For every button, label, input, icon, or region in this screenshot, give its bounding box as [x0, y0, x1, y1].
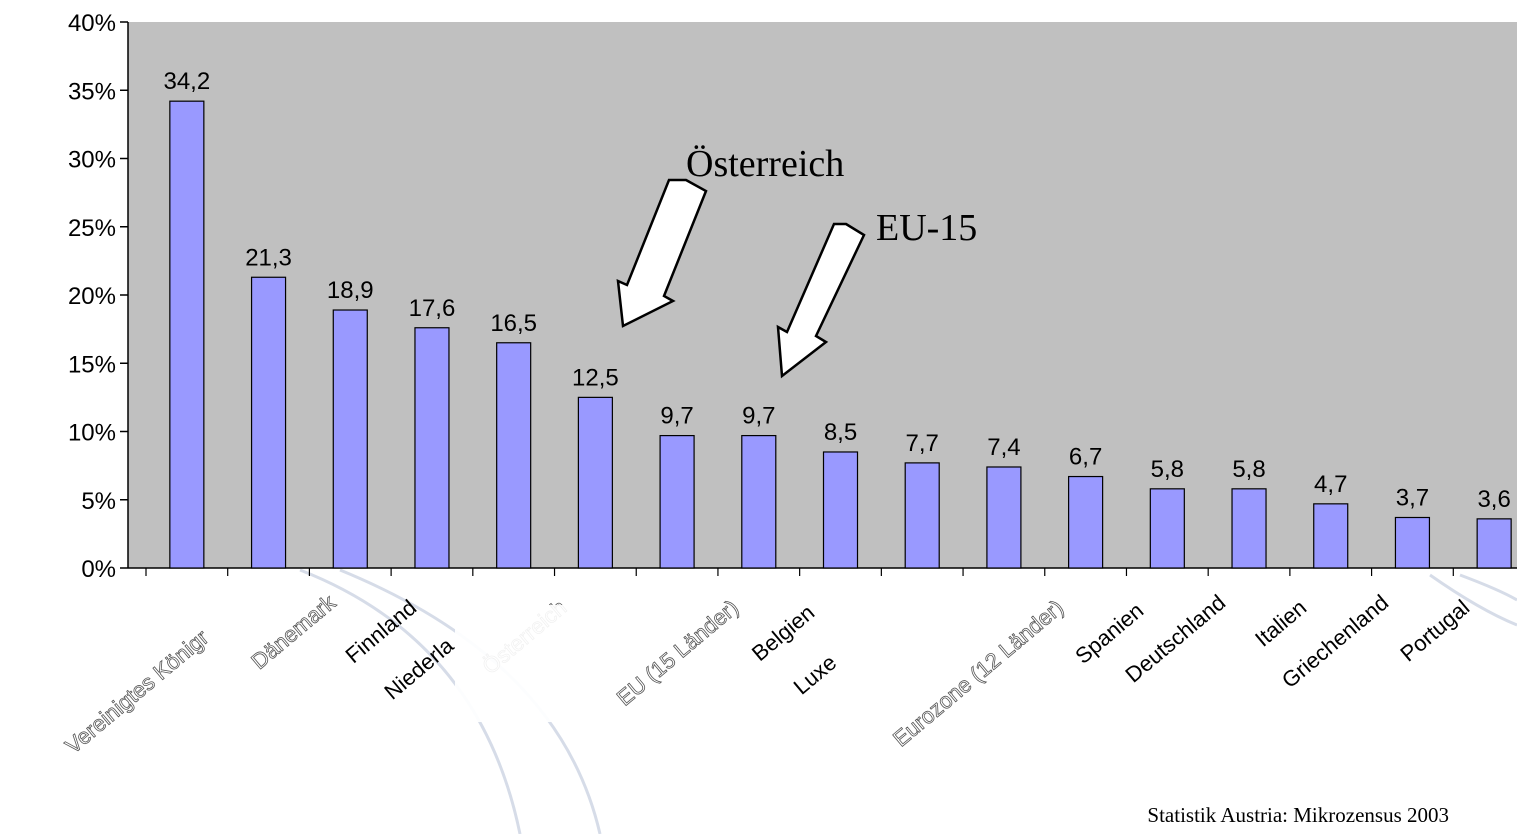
- bar: [1394, 516, 1431, 569]
- bar: [904, 462, 940, 569]
- bar: [577, 396, 613, 569]
- bar: [822, 451, 859, 569]
- data-label: 7,7: [906, 430, 939, 457]
- category-label: Portugal: [1395, 595, 1474, 667]
- annotation-text-eu15: EU-15: [876, 207, 977, 249]
- data-label: 3,6: [1477, 486, 1510, 513]
- bar: [496, 342, 532, 569]
- y-tick-label: 0%: [81, 556, 116, 583]
- data-label: 5,8: [1151, 456, 1184, 483]
- annotation-text-oesterreich: Österreich: [686, 143, 844, 185]
- data-label: 18,9: [327, 277, 374, 304]
- category-label: Eurozone (12 Länder): [888, 595, 1068, 752]
- category-label: Dänemark: [246, 589, 341, 674]
- data-label: 16,5: [490, 310, 537, 337]
- bar: [1313, 503, 1349, 569]
- bars: [169, 100, 1512, 569]
- data-label: 21,3: [245, 244, 292, 271]
- data-label: 9,7: [660, 403, 693, 430]
- y-tick-label: 5%: [81, 488, 116, 515]
- category-label: Vereinigtes Königr: [60, 625, 213, 759]
- y-tick-label: 35%: [68, 78, 116, 105]
- category-label: EU (15 Länder): [612, 595, 743, 711]
- source-note: Statistik Austria: Mikrozensus 2003: [1147, 803, 1449, 827]
- category-label: Italien: [1250, 595, 1311, 652]
- x-axis: [128, 567, 1517, 576]
- data-label: 34,2: [163, 68, 210, 95]
- data-label: 9,7: [742, 403, 775, 430]
- y-tick-label: 40%: [68, 10, 116, 37]
- bar: [986, 466, 1022, 569]
- bar: [250, 276, 287, 569]
- data-label: 7,4: [987, 434, 1020, 461]
- bar: [1231, 488, 1267, 569]
- category-labels: Vereinigtes Königr Dänemark FinnlandNieder…: [60, 589, 1474, 759]
- data-label: 8,5: [824, 419, 857, 446]
- data-label: 3,7: [1396, 484, 1429, 511]
- data-label: 4,7: [1314, 471, 1347, 498]
- category-label: Finnland: [340, 595, 421, 668]
- y-tick-label: 15%: [68, 351, 116, 378]
- bar: [1149, 488, 1185, 569]
- bar: [1068, 475, 1104, 569]
- bar: [1476, 518, 1512, 569]
- category-label: Luxe: [789, 650, 842, 700]
- annotation-arrow-oesterreich: [616, 178, 708, 328]
- y-tick-label: 20%: [68, 283, 116, 310]
- bar: [659, 434, 695, 569]
- y-axis: 0% 5% 10% 15% 20% 25% 30% 35% 40%: [68, 10, 129, 583]
- annotation-arrow-eu15: [776, 222, 866, 379]
- data-label: 6,7: [1069, 444, 1102, 471]
- bar: [414, 327, 450, 569]
- data-label: 17,6: [409, 295, 456, 322]
- y-tick-label: 10%: [68, 420, 116, 447]
- bar: [332, 309, 368, 569]
- data-labels: 34,2 21,3 18,9 17,6 16,5 12,5 9,7 9,7 8,5 7,7 7,4 6…: [163, 68, 1510, 513]
- y-tick-label: 30%: [68, 147, 116, 174]
- label-mask: [455, 605, 600, 722]
- category-label: Belgien: [747, 600, 819, 666]
- bar: [741, 434, 777, 569]
- data-label: 5,8: [1232, 456, 1265, 483]
- y-tick-label: 25%: [68, 215, 116, 242]
- bar: [169, 100, 205, 569]
- data-label: 12,5: [572, 364, 619, 391]
